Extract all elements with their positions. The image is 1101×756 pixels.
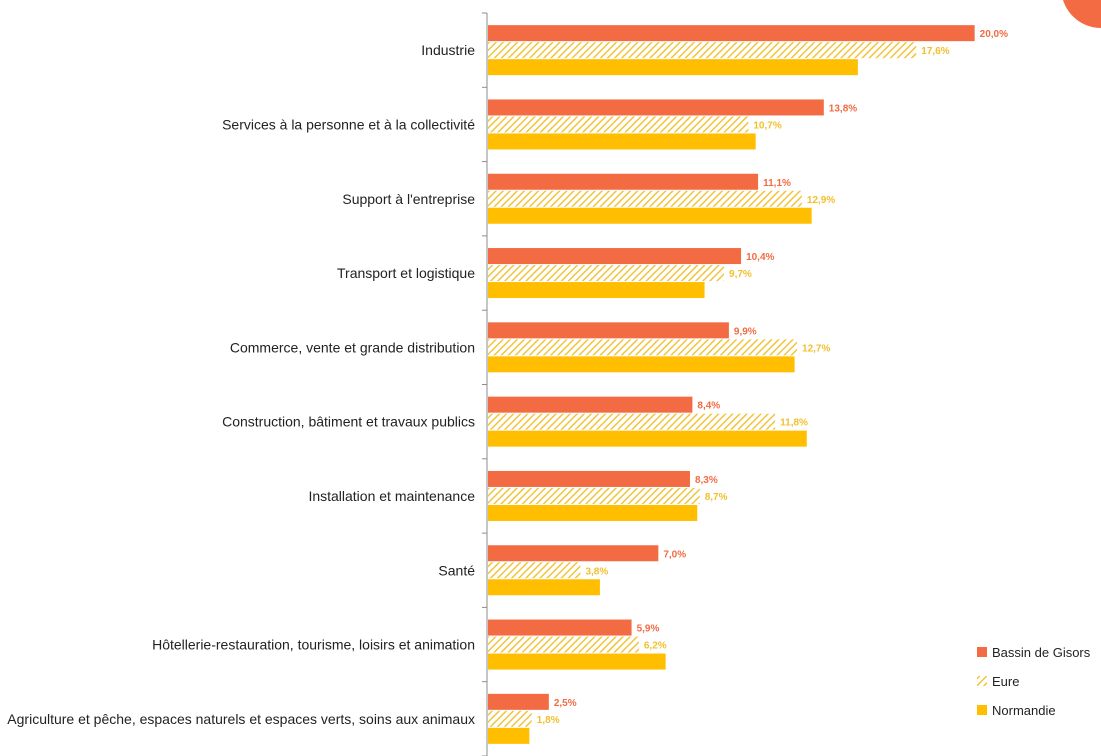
data-label-bassin-de-gisors-installation-et-maintenance: 8,3% xyxy=(695,475,718,486)
bar-eure-services-a-la-personne-et-a-la-collectivite xyxy=(488,116,749,133)
bar-normandie-services-a-la-personne-et-a-la-collectivite xyxy=(488,133,756,150)
data-label-eure-hotellerie-restauration-tourisme-loisirs-et-animation: 6,2% xyxy=(644,641,667,652)
data-label-bassin-de-gisors-hotellerie-restauration-tourisme-loisirs-et-animation: 5,9% xyxy=(637,624,660,635)
y-axis xyxy=(482,12,488,756)
bar-normandie-transport-et-logistique xyxy=(488,282,705,299)
category-label-sante: Santé xyxy=(438,562,475,578)
bar-bassin-de-gisors-agriculture-et-peche-espaces-naturels-et-espaces-verts-soins-aux-animaux xyxy=(488,693,549,710)
bars-layer: 20,0% 17,6% 13,8% 10,7% 11,1% 12,9% 10,4% 9,7% 9… xyxy=(488,25,1008,744)
category-label-support-a-l-entreprise: Support à l'entreprise xyxy=(342,191,475,207)
bar-normandie-support-a-l-entreprise xyxy=(488,207,812,224)
legend-swatch-normandie xyxy=(977,705,987,715)
bar-bassin-de-gisors-support-a-l-entreprise xyxy=(488,173,759,190)
data-label-bassin-de-gisors-industrie: 20,0% xyxy=(980,29,1008,40)
category-label-industrie: Industrie xyxy=(421,42,475,58)
data-label-eure-sante: 3,8% xyxy=(585,566,608,577)
category-label-commerce-vente-et-grande-distribution: Commerce, vente et grande distribution xyxy=(230,339,475,355)
legend-swatch-bassin-de-gisors xyxy=(977,647,987,657)
bar-eure-support-a-l-entreprise xyxy=(488,190,802,207)
bar-eure-industrie xyxy=(488,42,917,59)
category-labels: Industrie Services à la personne et à la … xyxy=(7,42,475,727)
bar-normandie-industrie xyxy=(488,59,858,76)
data-label-eure-transport-et-logistique: 9,7% xyxy=(729,269,752,280)
bar-normandie-agriculture-et-peche-espaces-naturels-et-espaces-verts-soins-aux-animaux xyxy=(488,727,530,744)
category-label-construction-batiment-et-travaux-publics: Construction, bâtiment et travaux public… xyxy=(222,414,475,430)
data-label-eure-support-a-l-entreprise: 12,9% xyxy=(807,195,835,206)
legend-swatch-eure xyxy=(977,676,987,686)
data-label-bassin-de-gisors-support-a-l-entreprise: 11,1% xyxy=(763,178,791,189)
data-label-eure-agriculture-et-peche-espaces-naturels-et-espaces-verts-soins-aux-animaux: 1,8% xyxy=(537,715,560,726)
legend-label-normandie: Normandie xyxy=(992,703,1056,718)
category-label-agriculture-et-peche-espaces-naturels-et-espaces-verts-soins-aux-animaux: Agriculture et pêche, espaces naturels e… xyxy=(7,711,475,727)
bar-eure-sante xyxy=(488,562,581,579)
data-label-bassin-de-gisors-construction-batiment-et-travaux-publics: 8,4% xyxy=(697,401,720,412)
bar-normandie-installation-et-maintenance xyxy=(488,504,698,521)
bar-bassin-de-gisors-hotellerie-restauration-tourisme-loisirs-et-animation xyxy=(488,619,632,636)
legend-label-eure: Eure xyxy=(992,674,1019,689)
bar-bassin-de-gisors-sante xyxy=(488,545,659,562)
bar-eure-installation-et-maintenance xyxy=(488,487,700,504)
category-label-transport-et-logistique: Transport et logistique xyxy=(337,265,475,281)
corner-decoration xyxy=(1063,0,1101,28)
bar-normandie-hotellerie-restauration-tourisme-loisirs-et-animation xyxy=(488,653,666,670)
bar-bassin-de-gisors-installation-et-maintenance xyxy=(488,470,690,487)
bar-bassin-de-gisors-services-a-la-personne-et-a-la-collectivite xyxy=(488,99,824,116)
category-label-services-a-la-personne-et-a-la-collectivite: Services à la personne et à la collectiv… xyxy=(222,116,475,132)
legend-label-bassin-de-gisors: Bassin de Gisors xyxy=(992,645,1091,660)
data-label-bassin-de-gisors-commerce-vente-et-grande-distribution: 9,9% xyxy=(734,326,757,337)
bar-eure-commerce-vente-et-grande-distribution xyxy=(488,339,798,356)
bar-bassin-de-gisors-commerce-vente-et-grande-distribution xyxy=(488,322,729,339)
bar-bassin-de-gisors-construction-batiment-et-travaux-publics xyxy=(488,396,693,413)
bar-normandie-construction-batiment-et-travaux-publics xyxy=(488,430,807,447)
bar-bassin-de-gisors-industrie xyxy=(488,25,975,42)
data-label-bassin-de-gisors-agriculture-et-peche-espaces-naturels-et-espaces-verts-soins-aux-animaux: 2,5% xyxy=(554,698,577,709)
data-label-eure-commerce-vente-et-grande-distribution: 12,7% xyxy=(802,343,830,354)
bar-eure-construction-batiment-et-travaux-publics xyxy=(488,413,776,430)
bar-normandie-sante xyxy=(488,579,600,596)
data-label-bassin-de-gisors-transport-et-logistique: 10,4% xyxy=(746,252,774,263)
bar-eure-transport-et-logistique xyxy=(488,265,725,282)
bar-eure-agriculture-et-peche-espaces-naturels-et-espaces-verts-soins-aux-animaux xyxy=(488,710,532,727)
legend: Bassin de Gisors Eure Normandie xyxy=(977,645,1091,718)
bar-eure-hotellerie-restauration-tourisme-loisirs-et-animation xyxy=(488,636,639,653)
bar-normandie-commerce-vente-et-grande-distribution xyxy=(488,356,795,373)
data-label-bassin-de-gisors-services-a-la-personne-et-a-la-collectivite: 13,8% xyxy=(829,103,857,114)
data-label-eure-construction-batiment-et-travaux-publics: 11,8% xyxy=(780,418,808,429)
category-label-installation-et-maintenance: Installation et maintenance xyxy=(308,488,475,504)
category-label-hotellerie-restauration-tourisme-loisirs-et-animation: Hôtellerie-restauration, tourisme, loisi… xyxy=(152,637,475,653)
data-label-eure-industrie: 17,6% xyxy=(921,46,949,57)
data-label-bassin-de-gisors-sante: 7,0% xyxy=(663,549,686,560)
data-label-eure-installation-et-maintenance: 8,7% xyxy=(705,492,728,503)
bar-bassin-de-gisors-transport-et-logistique xyxy=(488,248,742,265)
data-label-eure-services-a-la-personne-et-a-la-collectivite: 10,7% xyxy=(753,120,781,131)
